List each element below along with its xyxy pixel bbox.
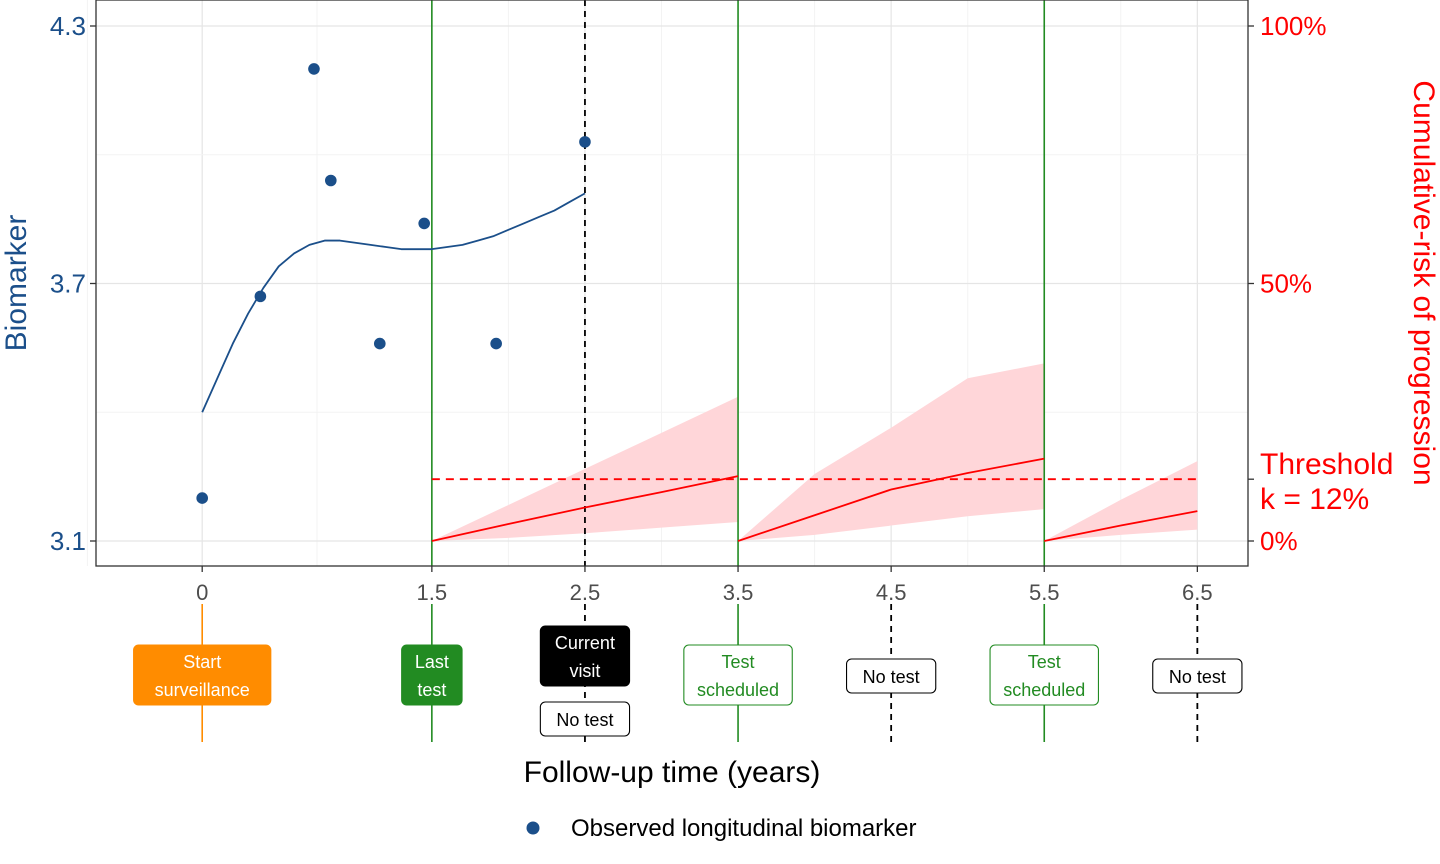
risk-mean-line [737, 457, 1045, 542]
observed-biomarker-point [196, 492, 208, 504]
timeline-label-text: scheduled [1003, 680, 1085, 700]
x-tick-label: 0 [196, 580, 208, 605]
legend-point-key [526, 821, 540, 835]
curves [201, 192, 1198, 542]
timeline-label-box [401, 644, 463, 706]
timeline-label-green-outline: Test scheduled [989, 644, 1099, 706]
risk-mean-line [1044, 510, 1198, 542]
timeline-label-text: Current [555, 633, 615, 653]
timeline-label-box [133, 644, 272, 706]
timeline-label-text: Test [1028, 652, 1061, 672]
observed-biomarker-point [254, 290, 267, 303]
risk-confidence-band [431, 396, 739, 541]
timeline-label-text: No test [863, 667, 920, 687]
timeline-labels: Start surveillance Last test Current visit No … [133, 625, 1243, 737]
threshold-label-line1: Threshold [1260, 448, 1393, 481]
timeline-label-text: No test [1169, 667, 1226, 687]
y-left-tick-label: 3.1 [50, 526, 86, 556]
timeline-label-box [539, 625, 631, 687]
y-right-tick-label: 100% [1260, 11, 1327, 41]
vertical-lines [201, 0, 1199, 742]
axes: 3.1 3.7 4.3 0% 50% 100% 0 1.5 2.5 3.5 4.5 5.5 6.5 [50, 11, 1327, 605]
legend-label: Observed longitudinal biomarker [571, 815, 917, 842]
timeline-label-text: Test [722, 652, 755, 672]
timeline-label-text: Start [183, 652, 221, 672]
y-right-tick-label: 50% [1260, 269, 1312, 299]
timeline-label-box [539, 701, 631, 737]
x-tick-label: 5.5 [1029, 580, 1060, 605]
risk-mean-line [431, 475, 739, 542]
observed-biomarker-point [373, 337, 386, 350]
timeline-label-box [845, 658, 937, 694]
x-tick-label: 1.5 [417, 580, 448, 605]
x-tick-label: 4.5 [876, 580, 907, 605]
observed-points [196, 63, 591, 504]
observed-biomarker-point [490, 337, 502, 350]
timeline-label-text: surveillance [155, 680, 250, 700]
timeline-label-white: No test [845, 658, 937, 694]
timeline-label-box [1152, 658, 1243, 694]
fitted-biomarker-curve [201, 192, 586, 413]
y-left-tick-label: 4.3 [50, 11, 86, 41]
observed-biomarker-point [579, 136, 591, 148]
timeline-label-black-filled: Current visit [539, 625, 631, 687]
y-axis-left-title: Biomarker [0, 215, 33, 352]
timeline-label-text: Last [415, 652, 449, 672]
x-tick-label: 6.5 [1182, 580, 1213, 605]
timeline-label-green-outline: Test scheduled [683, 644, 793, 706]
observed-biomarker-point [308, 63, 320, 75]
timeline-label-white: No test [1152, 658, 1243, 694]
risk-confidence-band [1044, 461, 1198, 541]
timeline-label-text: No test [556, 710, 613, 730]
observed-biomarker-point [418, 217, 430, 230]
threshold-label-line2: k = 12% [1260, 483, 1369, 516]
timeline-label-box [683, 644, 793, 706]
x-axis-title: Follow-up time (years) [524, 756, 821, 789]
risk-confidence-band [738, 363, 1045, 541]
timeline-label-orange: Start surveillance [133, 644, 272, 706]
y-axis-right-title: Cumulative-risk of progression [1407, 80, 1440, 485]
observed-biomarker-point [325, 174, 337, 187]
timeline-label-text: scheduled [697, 680, 779, 700]
timeline-label-box [989, 644, 1099, 706]
timeline-label-text: test [417, 680, 446, 700]
y-left-tick-label: 3.7 [50, 269, 86, 299]
x-tick-label: 3.5 [723, 580, 754, 605]
x-tick-label: 2.5 [570, 580, 601, 605]
risk-bands [431, 363, 1198, 541]
timeline-label-green-filled: Last test [401, 644, 463, 706]
y-right-tick-label: 0% [1260, 526, 1298, 556]
timeline-label-text: visit [569, 661, 600, 681]
timeline-label-white: No test [539, 701, 631, 737]
